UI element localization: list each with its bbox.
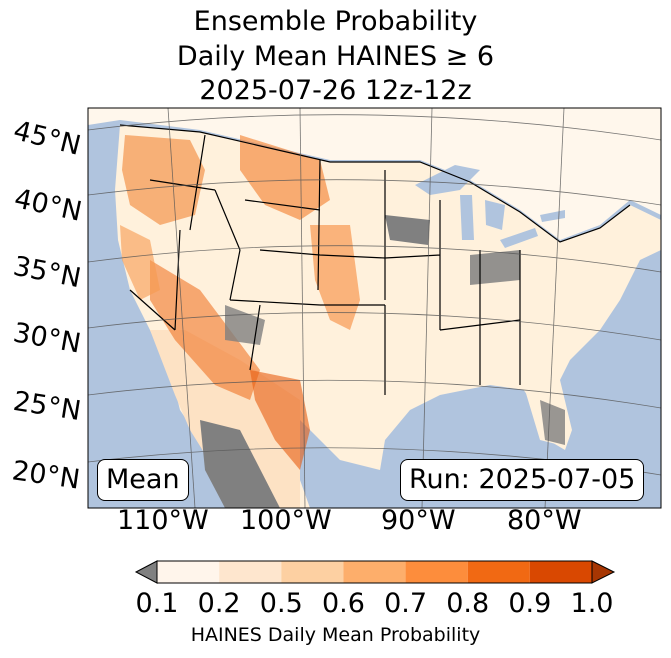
colorbar-cell [405, 561, 468, 583]
colorbar-cell [343, 561, 406, 583]
prob-region-southwest [150, 260, 260, 400]
colorbar [134, 560, 616, 584]
lake-huron [485, 200, 505, 230]
map-frame [87, 107, 662, 509]
colorbar-tick-label: 0.2 [197, 588, 241, 619]
colorbar-tick-label: 0.1 [135, 588, 179, 619]
colorbar-cell [219, 561, 282, 583]
missing-region-ohio [470, 250, 520, 285]
title-line-1: Ensemble Probability [193, 6, 478, 37]
canada-land [88, 108, 661, 240]
missing-region-mexico [200, 420, 280, 508]
colorbar-tick-label: 0.6 [321, 588, 365, 619]
colorbar-tick-label: 0.5 [259, 588, 303, 619]
colorbar-tick-label: 0.7 [384, 588, 428, 619]
colorbar-tick-label: 0.8 [446, 588, 490, 619]
lake-superior [415, 165, 480, 195]
mean-box: Mean [97, 459, 189, 501]
state-borders [119, 124, 631, 395]
colorbar-cell [529, 561, 592, 583]
lon-label-100: 100°W [240, 505, 332, 536]
colorbar-label: HAINES Daily Mean Probability [190, 624, 481, 646]
lake-michigan [460, 195, 474, 240]
colorbar-under-arrow [134, 560, 158, 584]
missing-region-midwest [385, 215, 430, 245]
colorbar-tick-label: 1.0 [570, 588, 614, 619]
prob-region-pacific-nw [122, 135, 205, 225]
prob-region-mexico [250, 370, 310, 470]
colorbar-cell [467, 561, 530, 583]
prob-region-plains [310, 225, 360, 330]
lon-label-90: 90°W [381, 505, 456, 536]
lake-erie [500, 228, 538, 248]
title-line-3: 2025-07-26 12z-12z [199, 75, 472, 106]
run-date-box: Run: 2025-07-05 [400, 459, 645, 501]
colorbar-cell [157, 561, 220, 583]
title-line-2: Daily Mean HAINES ≥ 6 [176, 41, 495, 72]
colorbar-cell [281, 561, 344, 583]
colorbar-tick-label: 0.9 [508, 588, 552, 619]
prob-region-california [120, 225, 160, 300]
graticule [88, 108, 661, 508]
lon-label-110: 110°W [117, 505, 209, 536]
lon-label-80: 80°W [507, 505, 582, 536]
missing-region-florida [540, 400, 565, 445]
colorbar-over-arrow [591, 560, 616, 584]
mexico-land [150, 330, 300, 508]
